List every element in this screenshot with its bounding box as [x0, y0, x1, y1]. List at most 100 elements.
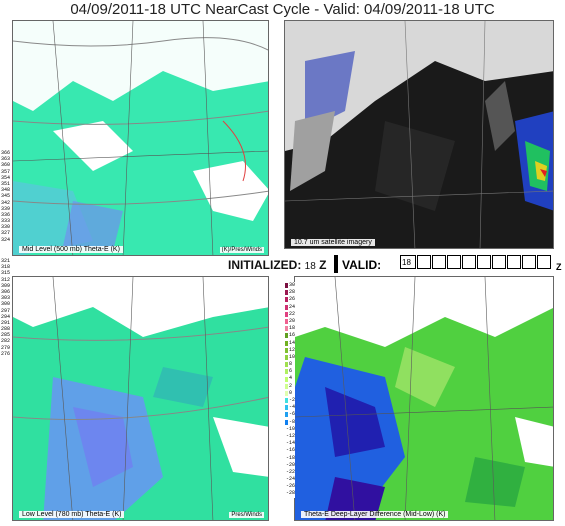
colorbar-entry: -4 [285, 404, 295, 411]
colorbar-label: 4 [289, 375, 293, 382]
colorbar-label: 6 [289, 368, 293, 375]
colorbar-entry: 330 [0, 224, 10, 230]
colorbar-label: 336 [1, 211, 11, 218]
colorbar-entry: 336 [0, 212, 10, 218]
colorbar-label: -4 [288, 404, 295, 411]
colorbar-swatch [285, 369, 288, 375]
colorbar-label: 354 [1, 174, 11, 181]
colorbar-label: 357 [1, 168, 11, 175]
initialized-label: INITIALIZED: [228, 258, 302, 272]
colorbar-entry: 294 [0, 314, 10, 320]
panel-sublabel-low-level: Pres/Winds [229, 512, 264, 518]
map-panel-mid-level: Mid Level (500 mb) Theta-E (K) (K)/Pres/… [12, 20, 269, 256]
colorbar-entry: 10 [285, 354, 295, 361]
colorbar-swatch [285, 354, 288, 360]
colorbar-entry: -12 [285, 433, 295, 440]
colorbar-entry: 288 [0, 326, 10, 332]
valid-hour-box [507, 255, 521, 269]
colorbar-swatch [285, 383, 288, 389]
colorbar-entry: -18 [285, 455, 295, 462]
colorbar-swatch [285, 333, 288, 339]
colorbar-label: 282 [1, 338, 11, 345]
colorbar-entry: 303 [0, 295, 10, 301]
colorbar-label: 363 [1, 156, 11, 163]
satellite-image [285, 21, 553, 248]
colorbar-swatch [285, 362, 288, 368]
colorbar-entry: 360 [0, 162, 10, 168]
colorbar-label: 22 [288, 310, 295, 317]
colorbar-entry: 312 [0, 277, 10, 283]
panel-label-mid-level: Mid Level (500 mb) Theta-E (K) [19, 246, 123, 253]
colorbar-low-level: 321 318 315 312 309 306 303 300 297 294 291 288 285 2… [0, 258, 10, 357]
colorbar-entry: -24 [285, 476, 295, 483]
colorbar-entry: -6 [285, 411, 295, 418]
colorbar-label: 309 [1, 282, 11, 289]
colorbar-label: -2 [288, 397, 295, 403]
colorbar-label: -8 [288, 418, 295, 425]
colorbar-entry: 339 [0, 206, 10, 212]
valid-hour-box [447, 255, 461, 269]
colorbar-entry: 2 [285, 383, 295, 390]
panel-label-low-level: Low Level (780 mb) Theta-E (K) [19, 511, 125, 518]
map-panel-difference: Theta-E Deep-Layer Difference (Mid-Low) … [294, 276, 554, 521]
colorbar-label: 16 [288, 332, 295, 339]
colorbar-entry: 297 [0, 308, 10, 314]
colorbar-entry: 309 [0, 283, 10, 289]
page-title: 04/09/2011-18 UTC NearCast Cycle - Valid… [70, 1, 495, 18]
colorbar-label: -14 [286, 440, 296, 447]
colorbar-entry: 321 [0, 258, 10, 264]
valid-hour-box [477, 255, 491, 269]
colorbar-label: 303 [1, 295, 11, 302]
colorbar-entry: 342 [0, 200, 10, 206]
colorbar-entry: 327 [0, 230, 10, 236]
colorbar-swatch [285, 347, 288, 353]
colorbar-entry: -2 [285, 397, 295, 404]
colorbar-entry: -28 [285, 490, 295, 497]
colorbar-swatch [285, 290, 288, 296]
colorbar-swatch [285, 412, 288, 418]
colorbar-label: 2 [289, 382, 293, 389]
colorbar-label: 318 [1, 264, 11, 271]
colorbar-entry: 30 [285, 282, 295, 289]
colorbar-entry: -10 [285, 426, 295, 433]
colorbar-label: 12 [288, 346, 295, 353]
colorbar-entry: 8 [285, 361, 295, 368]
colorbar-label: 30 [288, 282, 295, 288]
colorbar-entry: 363 [0, 156, 10, 162]
colorbar-label: 324 [1, 236, 11, 243]
colorbar-entry: 6 [285, 368, 295, 375]
colorbar-label: 297 [1, 307, 11, 314]
separator-bar [334, 255, 338, 273]
colorbar-entry: 324 [0, 237, 10, 243]
colorbar-entry: 24 [285, 304, 295, 311]
colorbar-entry: -20 [285, 462, 295, 469]
colorbar-entry: 276 [0, 351, 10, 357]
colorbar-entry: 285 [0, 332, 10, 338]
colorbar-label: 285 [1, 332, 11, 339]
colorbar-entry: 366 [0, 150, 10, 156]
colorbar-label: 14 [288, 339, 295, 346]
colorbar-label: 360 [1, 162, 11, 169]
colorbar-entry: 306 [0, 289, 10, 295]
colorbar-swatch [285, 311, 288, 317]
colorbar-entry: 291 [0, 320, 10, 326]
colorbar-entry: 16 [285, 332, 295, 339]
colorbar-swatch [285, 319, 288, 325]
colorbar-entry: 20 [285, 318, 295, 325]
colorbar-entry: 348 [0, 187, 10, 193]
colorbar-entry: 351 [0, 181, 10, 187]
colorbar-entry: 318 [0, 264, 10, 270]
valid-label: VALID: [342, 258, 382, 272]
initialized-readout: INITIALIZED: 18 Z [228, 258, 326, 272]
difference-map [295, 277, 553, 520]
colorbar-label: 351 [1, 180, 11, 187]
colorbar-label: 366 [1, 150, 11, 156]
colorbar-label: -18 [286, 454, 296, 461]
colorbar-label: -26 [286, 483, 296, 490]
colorbar-entry: -22 [285, 469, 295, 476]
colorbar-entry: 26 [285, 296, 295, 303]
valid-hour-box [492, 255, 506, 269]
colorbar-entry: 0 [285, 390, 295, 397]
panel-sublabel-mid-level: (K)/Pres/Winds [219, 247, 264, 253]
valid-hour-box [522, 255, 536, 269]
